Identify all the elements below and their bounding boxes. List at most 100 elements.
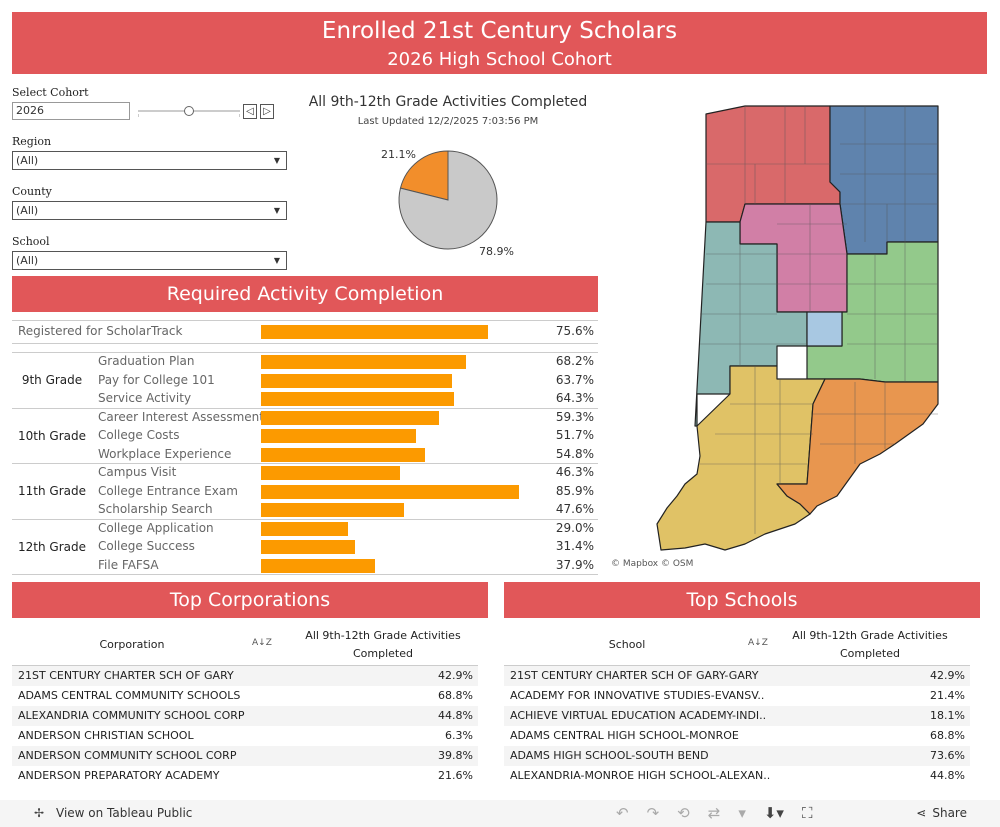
map-region-west-central[interactable] bbox=[694, 221, 808, 427]
table-row[interactable]: ANDERSON COMMUNITY SCHOOL CORP 39.8% bbox=[12, 746, 478, 766]
map-region-northeast[interactable] bbox=[829, 105, 939, 255]
activity-bar[interactable] bbox=[261, 521, 348, 536]
activity-bar[interactable] bbox=[261, 540, 356, 554]
table-row[interactable]: ANDERSON CHRISTIAN SCHOOL 6.3% bbox=[12, 726, 478, 746]
map-region-southwest[interactable] bbox=[656, 365, 826, 551]
table-row[interactable]: ACADEMY FOR INNOVATIVE STUDIES-EVANSV.. 2… bbox=[504, 686, 970, 706]
activity-row[interactable]: Campus Visit 46.3% bbox=[12, 464, 598, 482]
table-row[interactable]: ADAMS CENTRAL COMMUNITY SCHOOLS 68.8% bbox=[12, 686, 478, 706]
redo-icon[interactable]: ↷ bbox=[646, 804, 660, 822]
activity-label: College Success bbox=[98, 539, 195, 553]
pause-icon[interactable]: ▾ bbox=[738, 804, 746, 822]
download-icon[interactable]: ⬇▾ bbox=[763, 804, 784, 822]
pie-slice-completed[interactable] bbox=[399, 150, 449, 201]
pie-slice-remaining[interactable] bbox=[398, 150, 498, 250]
filters-panel: Select Cohort 2026 ◁ ▷ Region (All) ▼ Co… bbox=[12, 86, 288, 285]
sort-icon[interactable]: A↓Z bbox=[748, 638, 768, 648]
revert-icon[interactable]: ⟲ bbox=[677, 804, 690, 822]
row-divider bbox=[12, 574, 598, 575]
school-select-value: (All) bbox=[16, 254, 39, 267]
indiana-region-map[interactable] bbox=[655, 104, 945, 556]
activity-bar[interactable] bbox=[261, 392, 454, 406]
activity-bar[interactable] bbox=[261, 503, 404, 517]
activity-bar[interactable] bbox=[261, 429, 417, 443]
row-name: ACHIEVE VIRTUAL EDUCATION ACADEMY-INDI.. bbox=[510, 709, 767, 722]
toolbar-actions: ↶ ↷ ⟲ ⇄ ▾ ⬇▾ ⛶ bbox=[616, 804, 830, 822]
grade-label: 11th Grade bbox=[18, 484, 86, 498]
map-region-southeast[interactable] bbox=[776, 378, 939, 515]
table-row[interactable]: ADAMS HIGH SCHOOL-SOUTH BEND 73.6% bbox=[504, 746, 970, 766]
slider-handle[interactable] bbox=[184, 106, 194, 116]
activity-value-label: 54.8% bbox=[555, 446, 594, 461]
row-divider bbox=[12, 352, 598, 353]
cohort-prev-button[interactable]: ◁ bbox=[243, 103, 257, 119]
activity-row[interactable]: Career Interest Assessment 59.3% bbox=[12, 409, 598, 427]
table-row[interactable]: 21ST CENTURY CHARTER SCH OF GARY 42.9% bbox=[12, 666, 478, 686]
activity-value-label: 37.9% bbox=[555, 557, 594, 572]
school-select[interactable]: (All) ▼ bbox=[12, 251, 287, 270]
table-row[interactable]: ACHIEVE VIRTUAL EDUCATION ACADEMY-INDI..… bbox=[504, 706, 970, 726]
table-row[interactable]: ALEXANDRIA-MONROE HIGH SCHOOL-ALEXAN.. 44… bbox=[504, 766, 970, 786]
activity-row[interactable]: College Entrance Exam 85.9% bbox=[12, 483, 598, 501]
cohort-control: 2026 ◁ ▷ bbox=[12, 102, 288, 120]
activity-row[interactable]: File FAFSA 37.9% bbox=[12, 557, 598, 575]
activity-bar[interactable] bbox=[261, 466, 400, 480]
table-row[interactable]: ALEXANDRIA COMMUNITY SCHOOL CORP 44.8% bbox=[12, 706, 478, 726]
corporations-section-banner: Top Corporations bbox=[12, 582, 488, 618]
activities-column-header[interactable]: All 9th-12th Grade Activities Completed bbox=[792, 629, 948, 660]
cohort-next-button[interactable]: ▷ bbox=[260, 103, 274, 119]
row-value: 42.9% bbox=[930, 669, 965, 682]
activity-value-label: 64.3% bbox=[555, 391, 594, 405]
sort-icon[interactable]: A↓Z bbox=[252, 638, 272, 648]
activity-bar[interactable] bbox=[261, 373, 453, 388]
row-divider bbox=[12, 518, 598, 520]
activity-row[interactable]: College Application 29.0% bbox=[12, 520, 598, 538]
county-select[interactable]: (All) ▼ bbox=[12, 201, 287, 220]
view-on-tableau-link[interactable]: ✢ View on Tableau Public bbox=[34, 806, 192, 820]
corporation-column-header[interactable]: Corporation bbox=[99, 638, 165, 651]
undo-icon[interactable]: ↶ bbox=[616, 804, 629, 822]
region-select[interactable]: (All) ▼ bbox=[12, 151, 287, 170]
map-region-central[interactable] bbox=[806, 311, 843, 347]
activity-row[interactable]: College Costs 51.7% bbox=[12, 427, 598, 445]
activity-bar[interactable] bbox=[261, 558, 375, 573]
dashboard-title-banner: Enrolled 21st Century Scholars 2026 High… bbox=[12, 12, 987, 74]
school-label: School bbox=[12, 235, 50, 248]
activity-bar[interactable] bbox=[261, 325, 488, 339]
table-row[interactable]: ADAMS CENTRAL HIGH SCHOOL-MONROE 68.8% bbox=[504, 726, 970, 746]
cohort-slider[interactable] bbox=[138, 102, 240, 120]
activity-value-label: 59.3% bbox=[555, 409, 594, 424]
table-row[interactable]: ANDERSON PREPARATORY ACADEMY 21.6% bbox=[12, 766, 478, 786]
row-value: 73.6% bbox=[930, 749, 965, 762]
activities-column-header[interactable]: All 9th-12th Grade Activities Completed bbox=[305, 629, 461, 660]
activity-bar[interactable] bbox=[261, 410, 439, 425]
activity-row[interactable]: Pay for College 101 63.7% bbox=[12, 372, 598, 390]
activity-label: File FAFSA bbox=[98, 557, 159, 572]
registered-row[interactable]: Registered for ScholarTrack 75.6% bbox=[12, 323, 598, 341]
activity-row[interactable]: Workplace Experience 54.8% bbox=[12, 446, 598, 464]
grade-label: 10th Grade bbox=[18, 428, 86, 443]
row-divider bbox=[12, 343, 598, 344]
activity-row[interactable]: Graduation Plan 68.2% bbox=[12, 353, 598, 371]
school-column-header[interactable]: School bbox=[608, 638, 646, 651]
activity-row[interactable]: Service Activity 64.3% bbox=[12, 390, 598, 408]
region-label: Region bbox=[12, 135, 52, 148]
row-divider bbox=[12, 463, 598, 464]
activity-value-label: 68.2% bbox=[555, 354, 594, 368]
share-button[interactable]: ⋖ Share bbox=[916, 806, 967, 820]
activity-bar[interactable] bbox=[261, 355, 466, 369]
pie-chart[interactable] bbox=[360, 140, 540, 260]
refresh-icon[interactable]: ⇄ bbox=[707, 804, 721, 822]
row-value: 6.3% bbox=[445, 729, 473, 742]
activity-row[interactable]: Scholarship Search 47.6% bbox=[12, 501, 598, 519]
pie-chart-title: All 9th-12th Grade Activities Completed bbox=[308, 94, 588, 110]
fullscreen-icon[interactable]: ⛶ bbox=[801, 804, 813, 822]
activity-bar[interactable] bbox=[261, 484, 519, 499]
activity-value-label: 31.4% bbox=[555, 539, 594, 553]
table-row[interactable]: 21ST CENTURY CHARTER SCH OF GARY-GARY 42.… bbox=[504, 666, 970, 686]
activity-row[interactable]: College Success 31.4% bbox=[12, 538, 598, 556]
activity-value-label: 29.0% bbox=[555, 520, 594, 535]
cohort-input[interactable]: 2026 bbox=[12, 102, 130, 120]
row-value: 18.1% bbox=[930, 709, 965, 722]
activity-bar[interactable] bbox=[261, 447, 426, 462]
